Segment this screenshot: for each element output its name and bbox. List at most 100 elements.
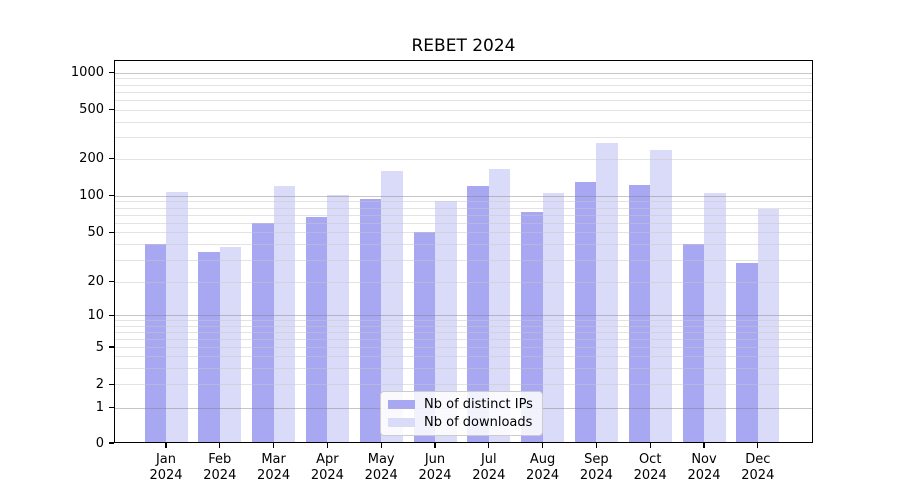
legend-swatch-nb-of-distinct-ips [388, 400, 415, 410]
gridline-minor [114, 356, 813, 358]
bar-nb-of-downloads-jul [488, 168, 511, 443]
bar-nb-of-downloads-nov [704, 193, 726, 443]
gridline-minor [114, 222, 813, 224]
y-tick-label: 1000 [70, 65, 104, 81]
y-tick-label: 1 [95, 400, 104, 416]
x-tick-label-jan: Jan 2024 [149, 452, 183, 483]
gridline-minor [114, 367, 813, 369]
x-tick-label-nov: Nov 2024 [687, 452, 721, 483]
x-tick-mark [595, 443, 598, 448]
y-tick-mark [109, 72, 114, 74]
y-tick-label: 20 [87, 274, 104, 289]
y-tick-mark [109, 108, 114, 111]
bar-nb-of-distinct-ips-sep [574, 181, 597, 443]
y-tick-mark [109, 346, 114, 348]
y-tick-label: 0 [95, 435, 104, 451]
x-tick-mark [326, 443, 329, 448]
gridline-minor [114, 214, 813, 216]
x-tick-label-jul: Jul 2024 [472, 452, 506, 483]
bar-nb-of-distinct-ips-jul [467, 186, 489, 443]
x-tick-mark [649, 443, 651, 448]
legend-row-nb-of-distinct-ips: Nb of distinct IPs [388, 397, 534, 412]
y-tick-mark [109, 442, 114, 444]
gridline-minor [114, 320, 813, 322]
x-tick-mark [541, 443, 544, 448]
y-tick-label: 50 [87, 224, 104, 240]
y-tick-mark [109, 280, 114, 283]
x-tick-label-mar: Mar 2024 [257, 452, 291, 483]
bar-nb-of-downloads-mar [273, 186, 296, 443]
x-tick-mark [165, 443, 167, 448]
gridline-minor [114, 384, 813, 386]
bar-nb-of-distinct-ips-mar [252, 222, 274, 443]
gridline-minor [114, 207, 813, 209]
x-tick-label-sep: Sep 2024 [579, 452, 613, 483]
gridline-major [114, 72, 813, 74]
chart-title: REBET 2024 [411, 36, 516, 56]
y-tick-label: 200 [79, 151, 104, 167]
x-tick-mark [488, 443, 490, 448]
y-tick-mark [109, 314, 114, 316]
bar-nb-of-downloads-jan [166, 192, 188, 443]
bar-nb-of-distinct-ips-jun [413, 232, 435, 443]
plot-area [114, 60, 813, 443]
x-tick-label-feb: Feb 2024 [203, 452, 237, 483]
x-tick-mark [380, 443, 382, 448]
bar-nb-of-distinct-ips-apr [305, 216, 328, 443]
x-tick-label-jun: Jun 2024 [418, 452, 452, 483]
legend-row-nb-of-downloads: Nb of downloads [388, 415, 534, 430]
gridline-minor [114, 338, 813, 340]
gridline-minor [114, 201, 813, 203]
x-tick-mark [272, 443, 275, 448]
bar-nb-of-distinct-ips-nov [682, 244, 704, 443]
y-tick-label: 2 [95, 376, 104, 392]
bar-nb-of-distinct-ips-oct [628, 185, 651, 443]
gridline-minor [114, 281, 813, 283]
bar-nb-of-downloads-aug [542, 192, 565, 443]
x-tick-label-may: May 2024 [364, 452, 398, 483]
gridline-minor [114, 121, 813, 123]
bar-nb-of-distinct-ips-aug [521, 212, 543, 443]
legend: Nb of distinct IPs Nb of downloads [380, 391, 543, 436]
bar-nb-of-downloads-jun [435, 200, 457, 443]
x-tick-label-apr: Apr 2024 [310, 452, 344, 483]
gridline-minor [114, 347, 813, 348]
x-tick-label-oct: Oct 2024 [633, 452, 667, 483]
gridline-minor [114, 109, 813, 111]
gridline-minor [114, 232, 813, 234]
gridline-minor [114, 137, 813, 138]
gridline-minor [114, 331, 813, 333]
gridline-major [114, 195, 813, 197]
y-tick-label: 5 [95, 339, 104, 355]
legend-label-nb-of-downloads: Nb of downloads [424, 414, 533, 430]
x-tick-mark [703, 443, 705, 448]
x-tick-label-aug: Aug 2024 [526, 452, 560, 483]
y-tick-mark [109, 195, 114, 197]
gridline-minor [114, 99, 813, 101]
gridline-minor [114, 84, 813, 86]
bars-layer [114, 60, 813, 443]
x-tick-label-dec: Dec 2024 [741, 452, 775, 483]
gridline-minor [114, 259, 813, 261]
y-tick-label: 500 [79, 102, 104, 117]
gridline-minor [114, 244, 813, 246]
bar-nb-of-downloads-feb [219, 247, 242, 443]
legend-swatch-nb-of-downloads [388, 417, 415, 427]
y-tick-mark [109, 158, 114, 160]
x-tick-mark [757, 443, 759, 448]
bar-nb-of-downloads-oct [650, 150, 672, 443]
bar-nb-of-downloads-apr [327, 195, 349, 443]
gridline-minor [114, 78, 813, 80]
bar-nb-of-downloads-sep [596, 142, 618, 443]
gridline-minor [114, 91, 813, 93]
gridline-major [114, 315, 813, 317]
legend-label-nb-of-distinct-ips: Nb of distinct IPs [424, 397, 533, 413]
grid-layer [114, 60, 813, 443]
y-tick-mark [109, 383, 114, 385]
y-tick-mark [109, 231, 114, 233]
bar-nb-of-distinct-ips-dec [736, 263, 758, 443]
bar-nb-of-distinct-ips-jan [144, 244, 166, 443]
y-tick-label: 100 [79, 188, 104, 204]
x-tick-mark [219, 443, 221, 448]
y-tick-label: 10 [87, 307, 104, 323]
